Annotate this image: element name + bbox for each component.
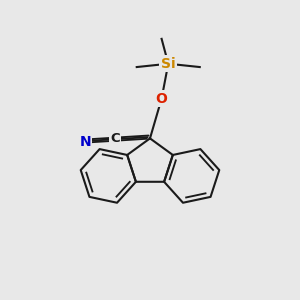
Text: O: O: [156, 92, 168, 106]
Text: C: C: [110, 132, 120, 145]
Text: Si: Si: [161, 57, 176, 71]
Text: N: N: [80, 135, 91, 149]
